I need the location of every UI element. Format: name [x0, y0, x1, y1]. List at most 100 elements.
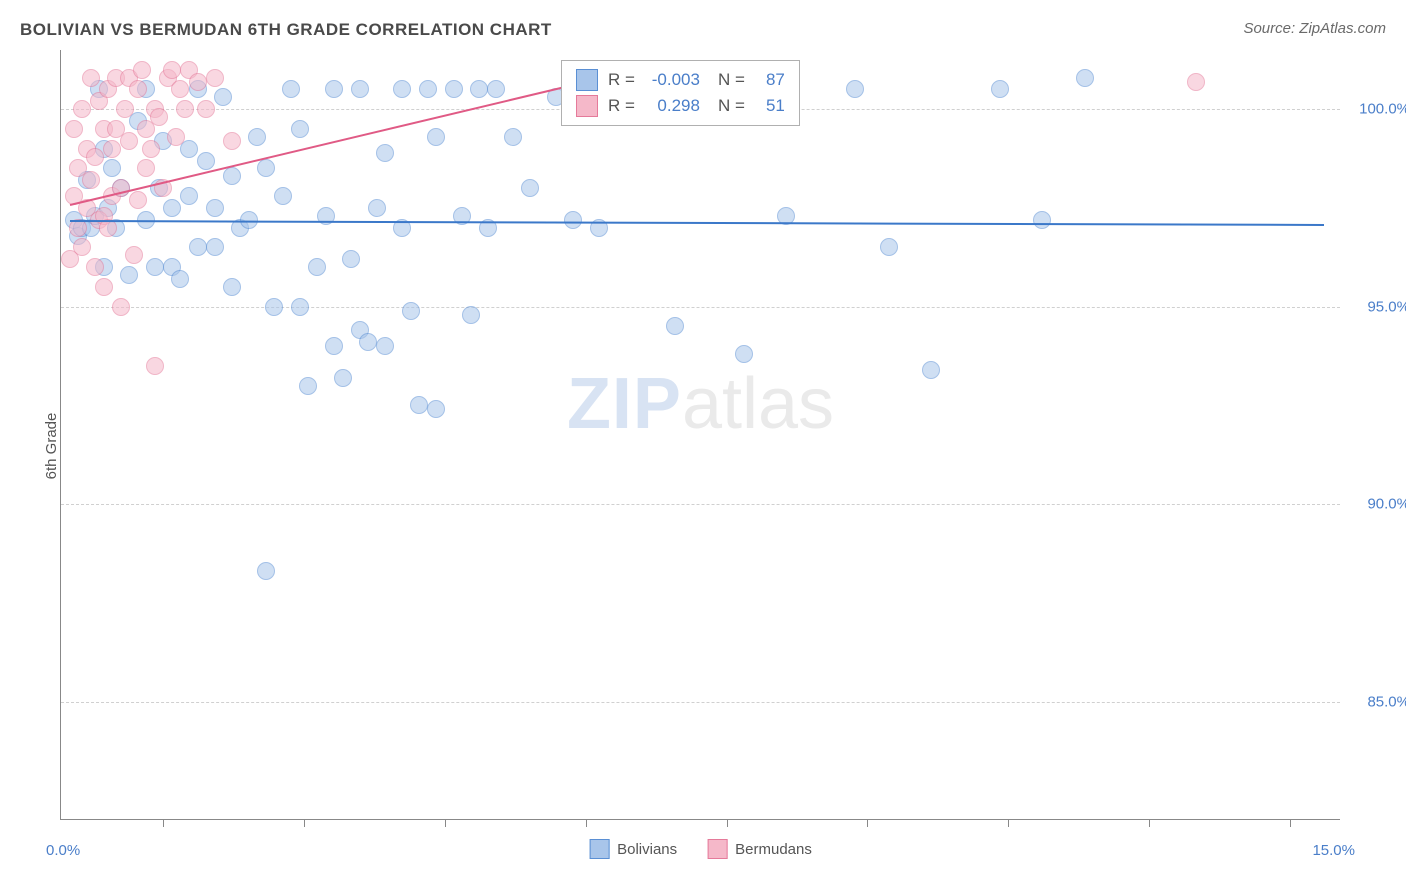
watermark: ZIPatlas — [567, 363, 834, 445]
n-label: N = — [718, 70, 745, 90]
x-axis-min-label: 0.0% — [46, 842, 80, 859]
data-point — [171, 270, 189, 288]
y-tick-label: 85.0% — [1367, 693, 1406, 710]
data-point — [163, 199, 181, 217]
data-point — [206, 69, 224, 87]
x-axis-max-label: 15.0% — [1312, 842, 1355, 859]
data-point — [521, 179, 539, 197]
data-point — [120, 132, 138, 150]
data-point — [445, 80, 463, 98]
n-value-bermudans: 51 — [755, 96, 785, 116]
legend-label-bolivians: Bolivians — [617, 841, 677, 858]
stats-row-bermudans: R = 0.298 N = 51 — [576, 93, 785, 119]
data-point — [257, 159, 275, 177]
data-point — [427, 128, 445, 146]
data-point — [419, 80, 437, 98]
data-point — [214, 88, 232, 106]
data-point — [146, 258, 164, 276]
legend-item-bermudans: Bermudans — [707, 839, 812, 859]
data-point — [223, 132, 241, 150]
x-tick — [1008, 819, 1009, 827]
data-point — [564, 211, 582, 229]
data-point — [846, 80, 864, 98]
data-point — [129, 191, 147, 209]
data-point — [197, 152, 215, 170]
data-point — [133, 61, 151, 79]
data-point — [274, 187, 292, 205]
data-point — [206, 238, 224, 256]
data-point — [137, 159, 155, 177]
r-value-bolivians: -0.003 — [645, 70, 700, 90]
r-value-bermudans: 0.298 — [645, 96, 700, 116]
x-tick — [163, 819, 164, 827]
y-axis-title: 6th Grade — [43, 413, 60, 480]
data-point — [223, 278, 241, 296]
x-tick — [445, 819, 446, 827]
legend-item-bolivians: Bolivians — [589, 839, 677, 859]
y-tick-label: 100.0% — [1359, 101, 1406, 118]
plot-area: ZIPatlas 85.0%90.0%95.0%100.0% R = -0.00… — [60, 50, 1340, 820]
r-label: R = — [608, 96, 635, 116]
data-point — [291, 120, 309, 138]
data-point — [189, 73, 207, 91]
swatch-bolivians — [576, 69, 598, 91]
data-point — [197, 100, 215, 118]
n-value-bolivians: 87 — [755, 70, 785, 90]
data-point — [257, 562, 275, 580]
r-label: R = — [608, 70, 635, 90]
data-point — [462, 306, 480, 324]
stats-row-bolivians: R = -0.003 N = 87 — [576, 67, 785, 93]
data-point — [146, 357, 164, 375]
data-point — [735, 345, 753, 363]
x-tick — [727, 819, 728, 827]
gridline — [61, 504, 1340, 505]
data-point — [180, 187, 198, 205]
x-tick — [1290, 819, 1291, 827]
swatch-bermudans — [576, 95, 598, 117]
gridline — [61, 307, 1340, 308]
data-point — [410, 396, 428, 414]
data-point — [73, 238, 91, 256]
data-point — [1076, 69, 1094, 87]
legend-swatch-bermudans — [707, 839, 727, 859]
data-point — [470, 80, 488, 98]
data-point — [487, 80, 505, 98]
stats-box: R = -0.003 N = 87 R = 0.298 N = 51 — [561, 60, 800, 126]
data-point — [223, 167, 241, 185]
data-point — [65, 120, 83, 138]
data-point — [504, 128, 522, 146]
data-point — [150, 108, 168, 126]
data-point — [265, 298, 283, 316]
data-point — [376, 337, 394, 355]
data-point — [125, 246, 143, 264]
data-point — [393, 80, 411, 98]
data-point — [86, 258, 104, 276]
data-point — [95, 278, 113, 296]
data-point — [171, 80, 189, 98]
data-point — [666, 317, 684, 335]
legend: Bolivians Bermudans — [589, 839, 812, 859]
data-point — [82, 69, 100, 87]
data-point — [351, 80, 369, 98]
watermark-atlas: atlas — [682, 364, 834, 444]
watermark-zip: ZIP — [567, 364, 682, 444]
data-point — [334, 369, 352, 387]
data-point — [142, 140, 160, 158]
x-tick — [1149, 819, 1150, 827]
chart-title: BOLIVIAN VS BERMUDAN 6TH GRADE CORRELATI… — [20, 20, 552, 40]
y-tick-label: 90.0% — [1367, 496, 1406, 513]
x-tick — [304, 819, 305, 827]
data-point — [342, 250, 360, 268]
data-point — [880, 238, 898, 256]
data-point — [1033, 211, 1051, 229]
data-point — [325, 80, 343, 98]
data-point — [359, 333, 377, 351]
data-point — [308, 258, 326, 276]
data-point — [116, 100, 134, 118]
data-point — [299, 377, 317, 395]
data-point — [73, 100, 91, 118]
data-point — [1187, 73, 1205, 91]
data-point — [103, 140, 121, 158]
data-point — [163, 61, 181, 79]
data-point — [206, 199, 224, 217]
